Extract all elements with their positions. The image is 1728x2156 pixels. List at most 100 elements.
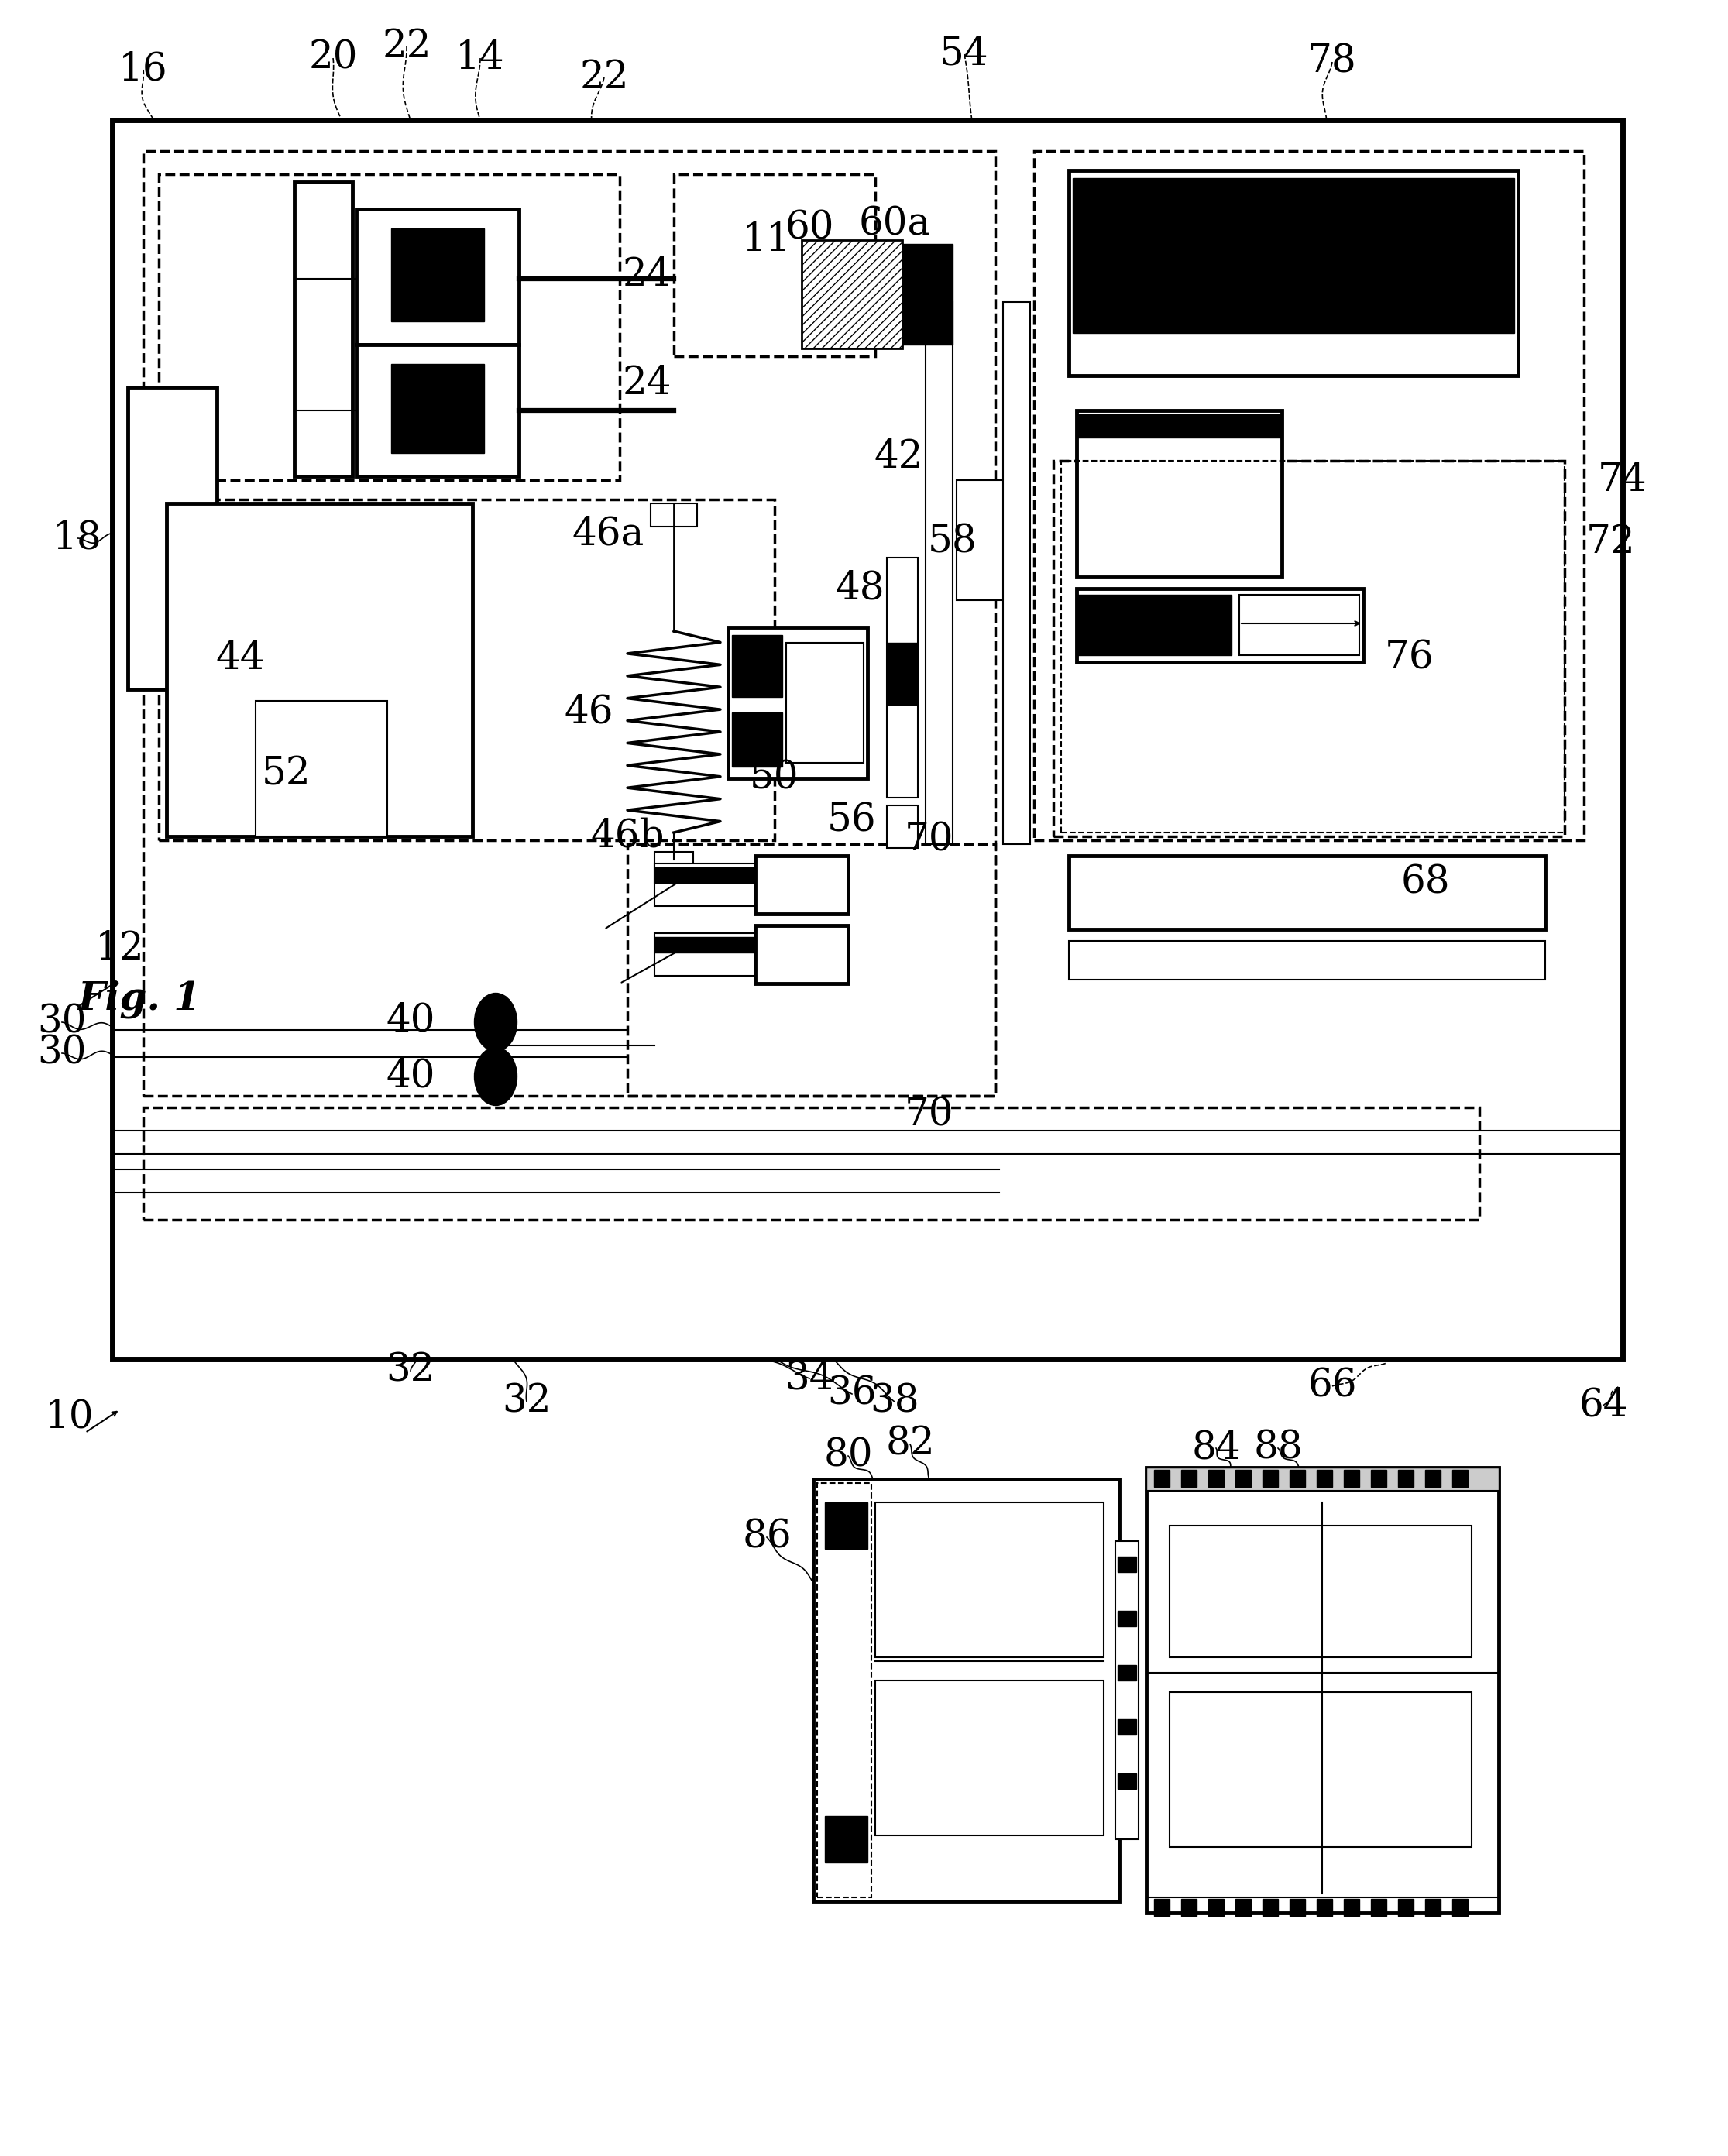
Text: 11: 11 xyxy=(741,220,791,259)
Bar xyxy=(1033,151,1585,841)
Bar xyxy=(1182,1470,1198,1488)
Bar xyxy=(1118,1611,1137,1626)
Bar xyxy=(1317,1899,1332,1917)
Bar xyxy=(1002,302,1030,845)
Text: Fig. 1: Fig. 1 xyxy=(78,979,200,1018)
Bar xyxy=(1398,1470,1414,1488)
Bar xyxy=(1239,595,1360,655)
Text: 50: 50 xyxy=(750,759,798,798)
Bar xyxy=(674,175,874,356)
Text: 30: 30 xyxy=(38,1035,86,1072)
Bar xyxy=(651,502,696,526)
Bar xyxy=(824,1815,867,1863)
Bar xyxy=(1398,1899,1414,1917)
Bar xyxy=(1077,589,1363,662)
Text: 24: 24 xyxy=(622,257,672,293)
Text: 46: 46 xyxy=(563,694,613,731)
Bar xyxy=(1370,1899,1386,1917)
Text: 32: 32 xyxy=(385,1352,435,1391)
Bar xyxy=(655,934,755,977)
Bar xyxy=(1170,1526,1472,1658)
Bar xyxy=(1115,1542,1139,1839)
Text: 48: 48 xyxy=(835,569,885,608)
Bar xyxy=(1073,179,1514,332)
Bar xyxy=(1154,1470,1170,1488)
Bar xyxy=(1208,1899,1223,1917)
Text: 84: 84 xyxy=(1191,1429,1241,1468)
Text: 58: 58 xyxy=(928,524,978,561)
Bar xyxy=(159,175,620,481)
Text: 88: 88 xyxy=(1253,1429,1303,1468)
Bar xyxy=(802,239,902,349)
Bar xyxy=(1236,1899,1251,1917)
Bar xyxy=(1146,1468,1498,1912)
Text: 22: 22 xyxy=(579,58,629,97)
Text: 12: 12 xyxy=(95,929,145,968)
Bar xyxy=(112,121,1623,1358)
Bar xyxy=(1452,1470,1467,1488)
Text: 40: 40 xyxy=(385,1003,435,1039)
Bar xyxy=(755,925,848,983)
Text: 42: 42 xyxy=(874,438,923,476)
Bar xyxy=(1077,410,1282,578)
Bar xyxy=(166,502,472,837)
Bar xyxy=(1118,1774,1137,1789)
Bar xyxy=(356,209,518,345)
Text: 24: 24 xyxy=(622,364,672,403)
Ellipse shape xyxy=(475,1048,517,1106)
Bar xyxy=(627,845,995,1095)
Text: 14: 14 xyxy=(456,39,505,78)
Text: 78: 78 xyxy=(1308,43,1356,82)
Text: 30: 30 xyxy=(38,1003,86,1041)
Bar xyxy=(159,500,774,841)
Text: 18: 18 xyxy=(54,520,102,558)
Bar xyxy=(1077,595,1232,655)
Text: 72: 72 xyxy=(1586,524,1636,561)
Text: 20: 20 xyxy=(309,39,358,78)
Bar xyxy=(1426,1899,1441,1917)
Text: 70: 70 xyxy=(905,1095,954,1134)
Text: 80: 80 xyxy=(824,1436,873,1475)
Bar xyxy=(1289,1470,1305,1488)
Text: 76: 76 xyxy=(1386,638,1434,677)
Bar xyxy=(143,1108,1479,1220)
Text: 46b: 46b xyxy=(591,817,664,856)
Bar xyxy=(1070,170,1519,375)
Bar xyxy=(1070,940,1545,979)
Bar xyxy=(256,701,387,837)
Bar xyxy=(1070,856,1545,929)
Bar xyxy=(874,1680,1104,1835)
Ellipse shape xyxy=(475,994,517,1052)
Text: 22: 22 xyxy=(382,28,432,65)
Text: 54: 54 xyxy=(940,34,988,73)
Text: 34: 34 xyxy=(785,1358,835,1397)
Bar xyxy=(128,388,218,690)
Bar xyxy=(1118,1664,1137,1680)
Bar xyxy=(1146,1468,1498,1490)
Bar xyxy=(1289,1899,1305,1917)
Bar xyxy=(655,865,755,906)
Bar xyxy=(1344,1470,1360,1488)
Bar xyxy=(886,806,918,847)
Bar xyxy=(1263,1899,1279,1917)
Bar xyxy=(733,711,783,768)
Bar xyxy=(1263,1470,1279,1488)
Bar xyxy=(655,938,755,953)
Bar xyxy=(727,627,867,778)
Bar xyxy=(814,1479,1120,1902)
Bar xyxy=(1170,1692,1472,1848)
Bar xyxy=(874,1503,1104,1658)
Text: 60: 60 xyxy=(785,209,835,248)
Bar xyxy=(886,642,918,705)
Text: 66: 66 xyxy=(1308,1367,1356,1406)
Text: 46a: 46a xyxy=(572,515,645,554)
Bar xyxy=(755,856,848,914)
Text: 10: 10 xyxy=(45,1397,95,1436)
Bar xyxy=(294,181,353,476)
Bar xyxy=(1118,1718,1137,1736)
Bar xyxy=(655,867,755,882)
Bar xyxy=(1118,1557,1137,1572)
Bar xyxy=(1317,1470,1332,1488)
Text: 82: 82 xyxy=(885,1425,935,1464)
Text: 16: 16 xyxy=(119,50,168,88)
